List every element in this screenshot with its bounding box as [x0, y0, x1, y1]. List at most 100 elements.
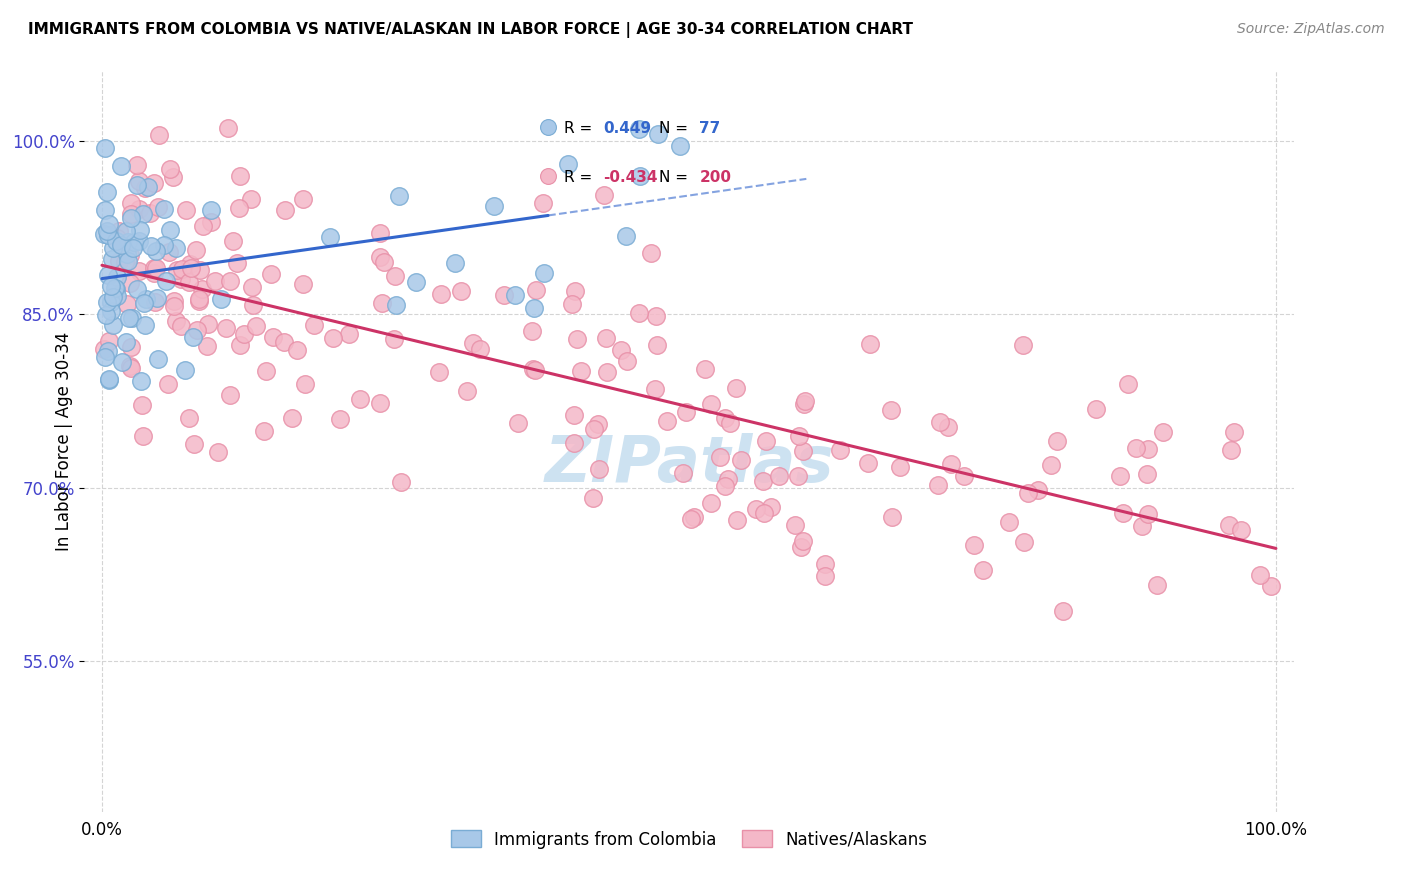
Point [787, 468, 810, 483]
Point [157, 376, 180, 391]
Point [117, 235, 139, 249]
Point [790, 540, 813, 554]
Point [121, 310, 143, 325]
Point [120, 207, 142, 221]
Point [226, 256, 249, 270]
Point [382, 332, 405, 346]
Point [972, 563, 994, 577]
Point [1137, 507, 1160, 521]
Point [368, 251, 391, 265]
Point [148, 128, 170, 142]
Point [595, 331, 617, 345]
Point [672, 466, 695, 480]
Point [143, 295, 166, 310]
Point [139, 206, 162, 220]
Point [385, 298, 408, 312]
Point [120, 361, 142, 376]
Point [93, 342, 115, 356]
Point [388, 188, 411, 202]
Point [695, 362, 717, 376]
Point [929, 415, 952, 429]
Point [200, 202, 222, 217]
Point [170, 261, 193, 276]
Point [533, 267, 555, 281]
Point [165, 314, 187, 328]
Point [523, 363, 546, 377]
Point [768, 469, 790, 483]
Point [125, 178, 148, 193]
Point [128, 264, 150, 278]
Point [228, 338, 250, 352]
Point [115, 296, 138, 310]
Point [709, 450, 731, 465]
Point [104, 234, 127, 248]
Point [1249, 568, 1271, 582]
Point [368, 396, 391, 410]
Point [1146, 577, 1168, 591]
Point [524, 283, 547, 297]
Point [564, 408, 586, 422]
Point [1223, 425, 1246, 439]
Point [120, 211, 142, 226]
Point [586, 417, 609, 432]
Point [384, 269, 406, 284]
Point [118, 276, 141, 290]
Point [280, 410, 302, 425]
Point [108, 253, 131, 268]
Point [131, 398, 153, 412]
Point [557, 157, 579, 171]
Point [1136, 442, 1159, 456]
Text: ZIPatlas: ZIPatlas [544, 433, 834, 495]
Point [1017, 486, 1039, 500]
Point [450, 284, 472, 298]
Point [730, 453, 752, 467]
Point [145, 260, 167, 275]
Point [148, 200, 170, 214]
Point [219, 274, 242, 288]
Point [184, 243, 207, 257]
Point [165, 241, 187, 255]
Point [1039, 458, 1062, 473]
Point [700, 397, 723, 411]
Point [856, 456, 879, 470]
Point [506, 416, 529, 430]
Point [456, 384, 478, 398]
Point [110, 237, 132, 252]
Point [1152, 425, 1174, 439]
Point [755, 434, 778, 449]
Point [188, 262, 211, 277]
Point [322, 331, 344, 345]
Point [405, 275, 427, 289]
Point [134, 295, 156, 310]
Point [616, 354, 638, 368]
Point [186, 323, 208, 337]
Point [128, 174, 150, 188]
Point [927, 478, 949, 492]
Point [105, 231, 128, 245]
Point [204, 274, 226, 288]
Point [97, 373, 120, 387]
Point [794, 394, 817, 409]
Point [260, 267, 283, 281]
Point [217, 120, 239, 135]
Point [647, 127, 669, 141]
Point [859, 337, 882, 351]
Point [191, 219, 214, 233]
Point [470, 342, 492, 356]
Point [94, 141, 117, 155]
Point [792, 443, 814, 458]
Point [713, 479, 735, 493]
Point [143, 260, 166, 275]
Point [727, 513, 749, 527]
Point [159, 162, 181, 177]
Point [389, 475, 412, 489]
Point [134, 318, 156, 333]
Point [745, 502, 768, 516]
Point [187, 292, 209, 306]
Point [880, 510, 903, 524]
Point [103, 241, 125, 255]
Point [120, 248, 142, 262]
Point [101, 252, 124, 266]
Point [125, 158, 148, 172]
Point [592, 188, 614, 202]
